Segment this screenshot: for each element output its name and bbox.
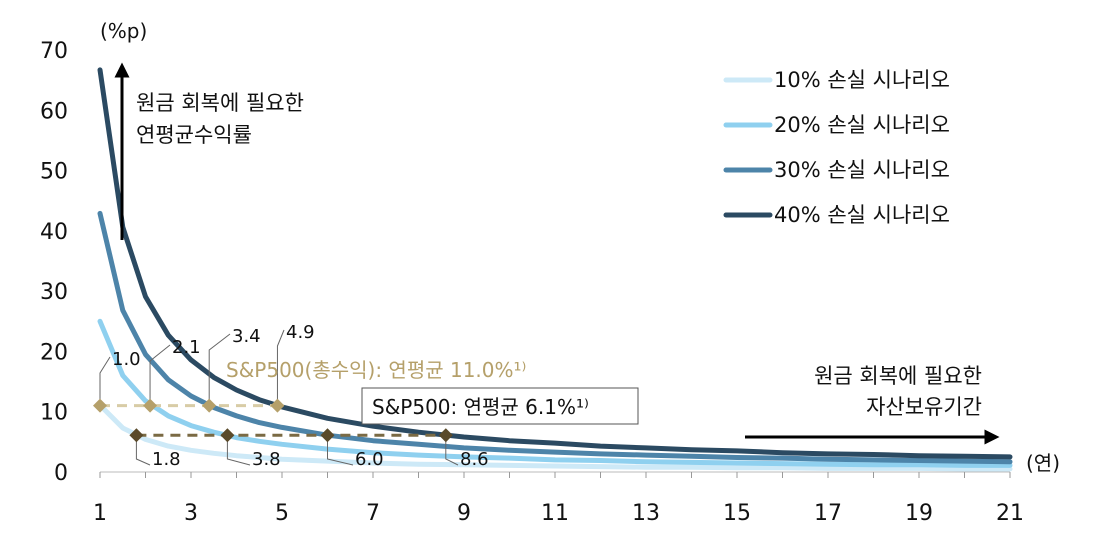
- sp500-total-point-label: 2.1: [172, 337, 201, 358]
- sp500-total-leader-line: [208, 333, 231, 400]
- sp500-total-leader-line: [149, 344, 171, 400]
- sp500-price-leader-line: [445, 441, 459, 466]
- y-tick-label: 70: [40, 39, 68, 64]
- x-tick-label: 19: [905, 501, 933, 526]
- legend-label: 10% 손실 시나리오: [774, 68, 950, 92]
- y-tick-label: 0: [54, 461, 68, 486]
- sp500-price-point-label: 8.6: [460, 449, 489, 470]
- y-tick-label: 20: [40, 340, 68, 365]
- sp500-total-point: [143, 398, 158, 413]
- y-tick-label: 40: [40, 220, 68, 245]
- series-line-1: [97, 402, 1013, 472]
- sp500-price-point-label: 1.8: [152, 449, 181, 470]
- sp500-price-leader-line: [135, 441, 151, 466]
- x-tick-label: 7: [366, 501, 380, 526]
- series-line-2: [97, 318, 1013, 468]
- sp500-price-point-label: 6.0: [355, 449, 384, 470]
- y-tick-label: 50: [40, 160, 68, 185]
- sp500-price-label: S&P500: 연평균 6.1%¹⁾: [372, 395, 589, 419]
- legend-label: 30% 손실 시나리오: [774, 158, 950, 182]
- legend: 10% 손실 시나리오 20% 손실 시나리오 30% 손실 시나리오 40% 손실 …: [723, 68, 950, 227]
- sp500-price-point-label: 3.8: [252, 449, 281, 470]
- series-line-4: [97, 67, 1013, 460]
- series-layer: [97, 67, 1013, 472]
- sp500-total-leader-line: [99, 356, 111, 400]
- series-line-3: [97, 210, 1013, 465]
- x-tick-label: 11: [541, 501, 569, 526]
- sp500-price-leader-line: [226, 441, 251, 466]
- sp500-price-leader-line: [327, 441, 354, 466]
- sp500-total-point-label: 1.0: [112, 349, 141, 370]
- x-tick-label: 21: [996, 501, 1024, 526]
- x-axis-unit: (연): [1026, 451, 1060, 475]
- x-tick-label: 13: [632, 501, 660, 526]
- x-tick-label: 9: [457, 501, 471, 526]
- x-arrow-annotation-line2: 자산보유기간: [866, 395, 982, 419]
- sp500-price-point: [438, 428, 453, 443]
- sp500-total-point-label: 4.9: [286, 322, 315, 343]
- x-tick-label: 1: [93, 501, 107, 526]
- y-axis-unit: (%p): [100, 19, 147, 43]
- legend-label: 40% 손실 시나리오: [774, 203, 950, 227]
- x-arrow-annotation-line1: 원금 회복에 필요한: [814, 364, 982, 388]
- sp500-price-label-box: [361, 387, 639, 425]
- sp500-total-point: [93, 398, 107, 413]
- x-tick-label: 3: [184, 501, 198, 526]
- sp500-layer: 1.0 2.1 3.4 4.9 1.8 3.8 6.0 8.6 S&P500(총수익): 연평균…: [93, 322, 639, 470]
- sp500-total-leader-line: [276, 329, 285, 400]
- x-tick-label: 17: [814, 501, 842, 526]
- sp500-total-label: S&P500(총수익): 연평균 11.0%¹⁾: [226, 358, 526, 382]
- x-tick-label: 5: [275, 501, 289, 526]
- sp500-price-point: [320, 428, 335, 443]
- x-tick-label: 15: [723, 501, 751, 526]
- sp500-total-point: [202, 398, 217, 413]
- y-tick-label: 60: [40, 99, 68, 124]
- legend-label: 20% 손실 시나리오: [774, 113, 950, 137]
- sp500-price-point: [129, 428, 144, 443]
- y-arrow-annotation-line1: 원금 회복에 필요한: [136, 91, 304, 115]
- sp500-price-point: [220, 428, 235, 443]
- y-tick-label: 30: [40, 280, 68, 305]
- sp500-total-point: [270, 398, 285, 413]
- y-tick-label: 10: [40, 401, 68, 426]
- sp500-total-point-label: 3.4: [232, 326, 261, 347]
- y-arrow-annotation-line2: 연평균수익률: [136, 123, 252, 147]
